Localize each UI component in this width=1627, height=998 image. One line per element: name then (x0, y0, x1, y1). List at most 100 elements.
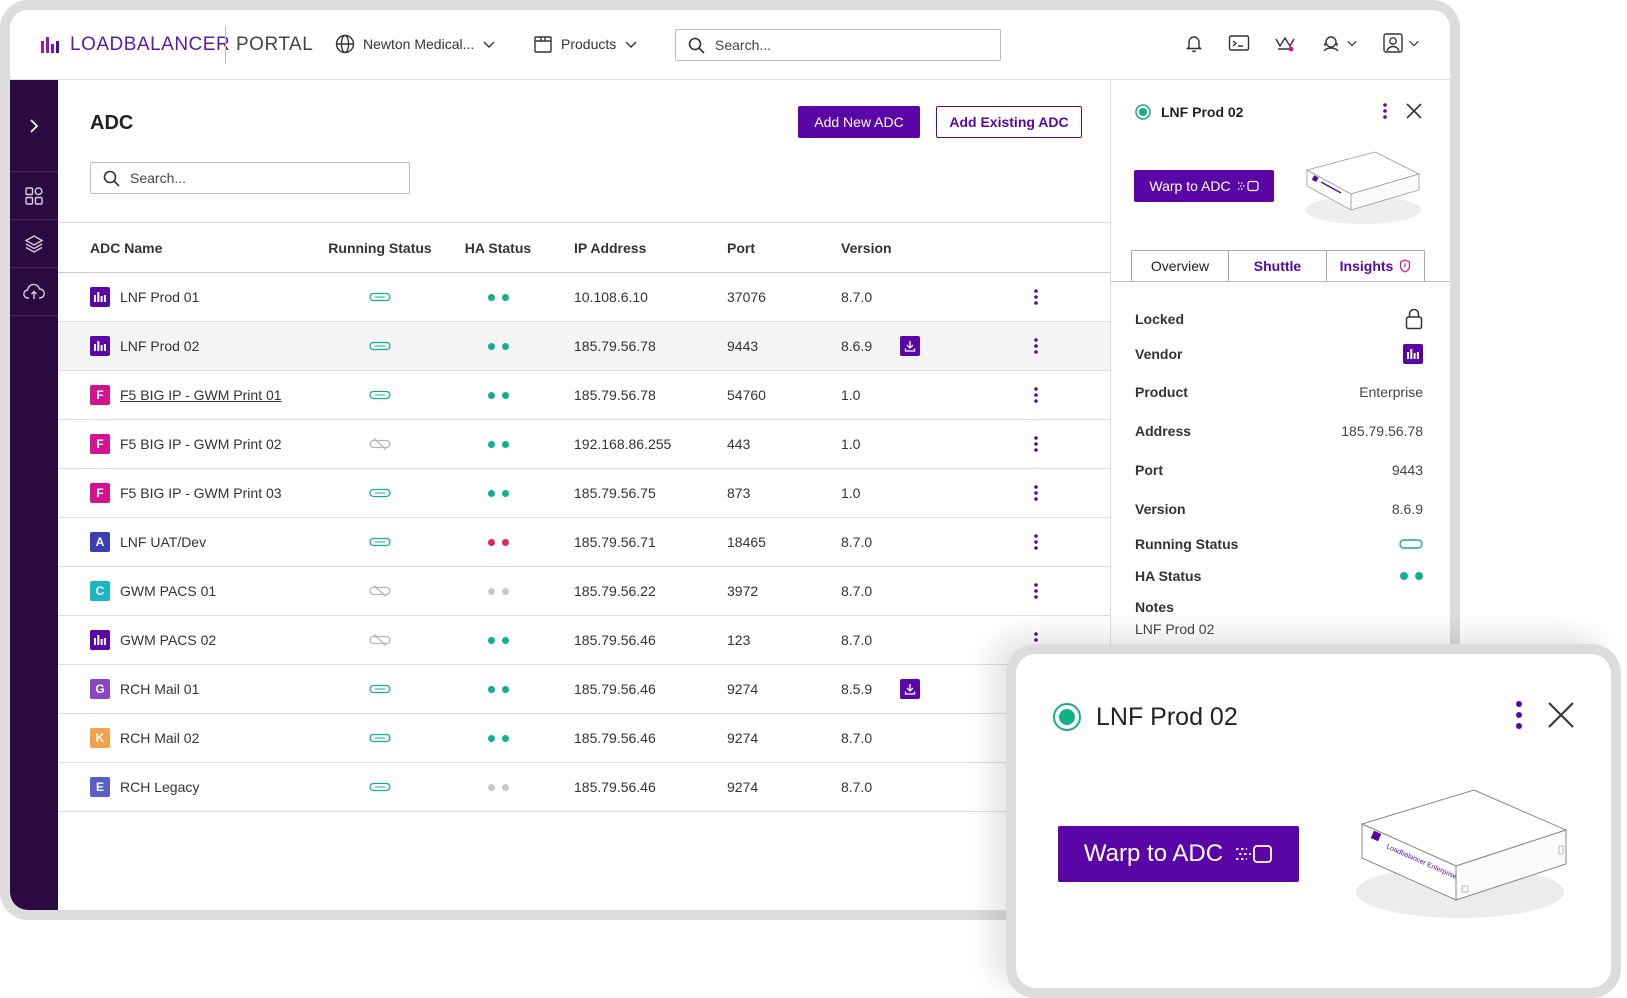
adc-name[interactable]: LNF Prod 01 (120, 289, 200, 305)
chevron-down-icon (483, 41, 495, 48)
adc-name[interactable]: RCH Mail 01 (120, 681, 200, 697)
version-cell: 8.7.0 (841, 534, 1021, 550)
logo[interactable]: LOADBALANCER (40, 32, 230, 58)
row-menu-button[interactable] (1021, 435, 1051, 453)
version-value: 8.7.0 (841, 289, 873, 305)
row-menu-button[interactable] (1021, 386, 1051, 404)
more-vertical-icon[interactable] (1382, 102, 1388, 120)
version-value: 1.0 (841, 387, 861, 403)
running-status-icon (1399, 539, 1423, 549)
adc-name[interactable]: RCH Mail 02 (120, 730, 200, 746)
table-row[interactable]: E RCH Legacy 185.79.56.46 9274 8.7.0 (58, 763, 1110, 812)
sidebar-item-cloud[interactable] (10, 268, 58, 316)
ha-status-cell (434, 636, 562, 644)
console-button[interactable] (1228, 33, 1250, 53)
column-header-running-status[interactable]: Running Status (328, 239, 432, 256)
global-search-input[interactable] (715, 37, 975, 53)
close-icon[interactable] (1406, 103, 1422, 119)
tab-insights-label: Insights (1339, 258, 1394, 274)
adc-name[interactable]: F5 BIG IP - GWM Print 01 (120, 387, 282, 403)
table-row[interactable]: F F5 BIG IP - GWM Print 01 185.79.56.78 547… (58, 371, 1110, 420)
table-row[interactable]: LNF Prod 02 185.79.56.78 9443 8.6.9 (58, 322, 1110, 371)
tab-shuttle[interactable]: Shuttle (1229, 250, 1327, 282)
table-header: ADC Name Running Status HA Status IP Add… (58, 223, 1110, 273)
terminal-icon (1228, 35, 1250, 51)
tab-insights[interactable]: Insights (1327, 250, 1425, 282)
update-available-button[interactable] (900, 336, 921, 356)
tab-overview[interactable]: Overview (1131, 250, 1229, 282)
table-row[interactable]: C GWM PACS 01 185.79.56.22 3972 8.7.0 (58, 567, 1110, 616)
column-header-port[interactable]: Port (727, 239, 755, 256)
adc-name[interactable]: LNF Prod 02 (120, 338, 200, 354)
zoomed-panel-header: LNF Prod 02 Warp to ADC Loadbalancer Ent… (1006, 644, 1621, 998)
lock-icon[interactable] (1405, 308, 1423, 330)
warp-to-adc-button[interactable]: Warp to ADC (1134, 170, 1274, 202)
warp-icon (1237, 180, 1259, 192)
version-value: 8.6.9 (1391, 501, 1423, 517)
running-status-off-icon (369, 634, 391, 646)
top-icons (1184, 32, 1420, 54)
port-cell: 443 (727, 436, 751, 452)
row-menu-button[interactable] (1021, 337, 1051, 355)
table-row[interactable]: F F5 BIG IP - GWM Print 02 192.168.86.255 4… (58, 420, 1110, 469)
adc-name[interactable]: RCH Legacy (120, 779, 200, 795)
adc-name-cell: F F5 BIG IP - GWM Print 01 (58, 385, 326, 405)
more-vertical-icon (1034, 387, 1038, 403)
products-select[interactable]: Products (533, 34, 638, 54)
zoom-actions (1515, 700, 1575, 730)
notes-label: Notes (1135, 599, 1174, 615)
user-icon (1383, 33, 1403, 53)
user-menu[interactable] (1382, 32, 1420, 54)
running-status-off-icon (369, 585, 391, 597)
warp-to-adc-button-large[interactable]: Warp to ADC (1058, 826, 1299, 882)
table-row[interactable]: LNF Prod 01 10.108.6.10 37076 8.7.0 (58, 273, 1110, 322)
table-row[interactable]: G RCH Mail 01 185.79.56.46 9274 8.5.9 (58, 665, 1110, 714)
detail-product: Product Enterprise (1135, 377, 1423, 407)
row-menu-button[interactable] (1021, 582, 1051, 600)
box-icon (534, 36, 552, 53)
zoom-title: LNF Prod 02 (1096, 702, 1238, 731)
sidebar-item-dashboard[interactable] (10, 172, 58, 220)
ha-status-cell (434, 391, 562, 399)
support-menu[interactable] (1320, 33, 1358, 53)
premium-button[interactable] (1274, 33, 1296, 53)
adc-search-input[interactable] (130, 170, 390, 186)
adc-name[interactable]: F5 BIG IP - GWM Print 02 (120, 436, 282, 452)
table-row[interactable]: GWM PACS 02 185.79.56.46 123 8.7.0 (58, 616, 1110, 665)
adc-name[interactable]: F5 BIG IP - GWM Print 03 (120, 485, 282, 501)
sidebar-expand-button[interactable] (10, 80, 58, 172)
adc-name-cell: G RCH Mail 01 (58, 679, 326, 699)
organisation-select[interactable]: Newton Medical... (335, 34, 496, 54)
update-available-button[interactable] (900, 679, 921, 699)
version-cell: 8.6.9 (841, 336, 1021, 356)
notifications-button[interactable] (1184, 33, 1204, 53)
add-new-adc-button[interactable]: Add New ADC (798, 106, 920, 138)
row-menu-button[interactable] (1021, 533, 1051, 551)
table-row[interactable]: K RCH Mail 02 185.79.56.46 9274 8.7.0 (58, 714, 1110, 763)
ip-address-cell: 185.79.56.22 (574, 583, 656, 599)
table-row[interactable]: F F5 BIG IP - GWM Print 03 185.79.56.75 873… (58, 469, 1110, 518)
adc-name[interactable]: GWM PACS 02 (120, 632, 217, 648)
global-search[interactable] (675, 29, 1001, 61)
ha-status-dots (487, 293, 509, 301)
vendor-badge-icon: G (90, 679, 110, 699)
ha-status-cell (434, 734, 562, 742)
more-vertical-icon[interactable] (1515, 700, 1523, 730)
column-header-ha-status[interactable]: HA Status (464, 239, 532, 256)
adc-name[interactable]: LNF UAT/Dev (120, 534, 207, 550)
column-header-version[interactable]: Version (841, 239, 892, 256)
adc-name[interactable]: GWM PACS 01 (120, 583, 217, 599)
sidebar-item-adc[interactable] (10, 220, 58, 268)
row-menu-button[interactable] (1021, 484, 1051, 502)
row-menu-button[interactable] (1021, 288, 1051, 306)
add-existing-adc-button[interactable]: Add Existing ADC (936, 106, 1082, 138)
ha-status-dots (487, 391, 509, 399)
version-value: 8.5.9 (841, 681, 873, 697)
close-icon[interactable] (1547, 701, 1575, 729)
column-header-name[interactable]: ADC Name (90, 239, 163, 256)
adc-search[interactable] (90, 162, 410, 194)
running-status-cell (326, 782, 434, 792)
column-header-ip-address[interactable]: IP Address (574, 239, 647, 256)
ip-address-cell: 10.108.6.10 (574, 289, 648, 305)
table-row[interactable]: A LNF UAT/Dev 185.79.56.71 18465 8.7.0 (58, 518, 1110, 567)
